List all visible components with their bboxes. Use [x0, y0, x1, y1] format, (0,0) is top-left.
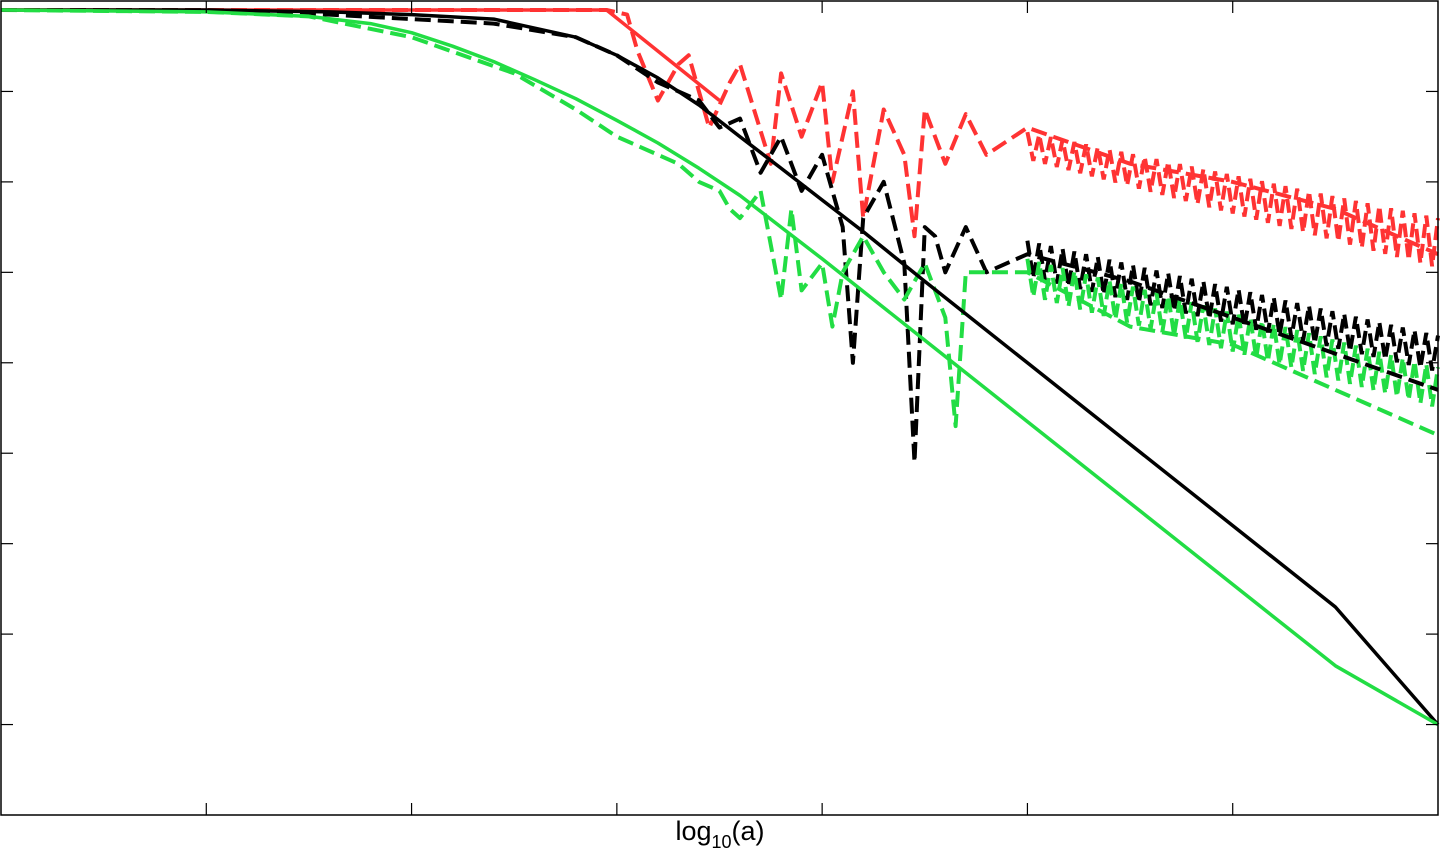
band-black	[1025, 240, 1440, 371]
series-lines	[0, 8, 1440, 727]
series-green-solid	[0, 8, 1439, 727]
axis-ticks	[1, 1, 1438, 815]
x-axis-label-subscript: 10	[711, 832, 732, 852]
series-black-dashed	[1, 8, 1439, 465]
series-black-solid	[1, 8, 1440, 726]
series-green-dashed	[0, 8, 1439, 437]
band-red	[1025, 131, 1440, 267]
x-axis-label-tail: (a)	[731, 816, 765, 846]
oscillation-bands	[1025, 131, 1440, 407]
series-red-dashed	[1, 8, 1439, 257]
band-green	[1025, 258, 1440, 407]
plot-frame	[0, 0, 1439, 816]
x-axis-label: log10(a)	[675, 816, 765, 852]
